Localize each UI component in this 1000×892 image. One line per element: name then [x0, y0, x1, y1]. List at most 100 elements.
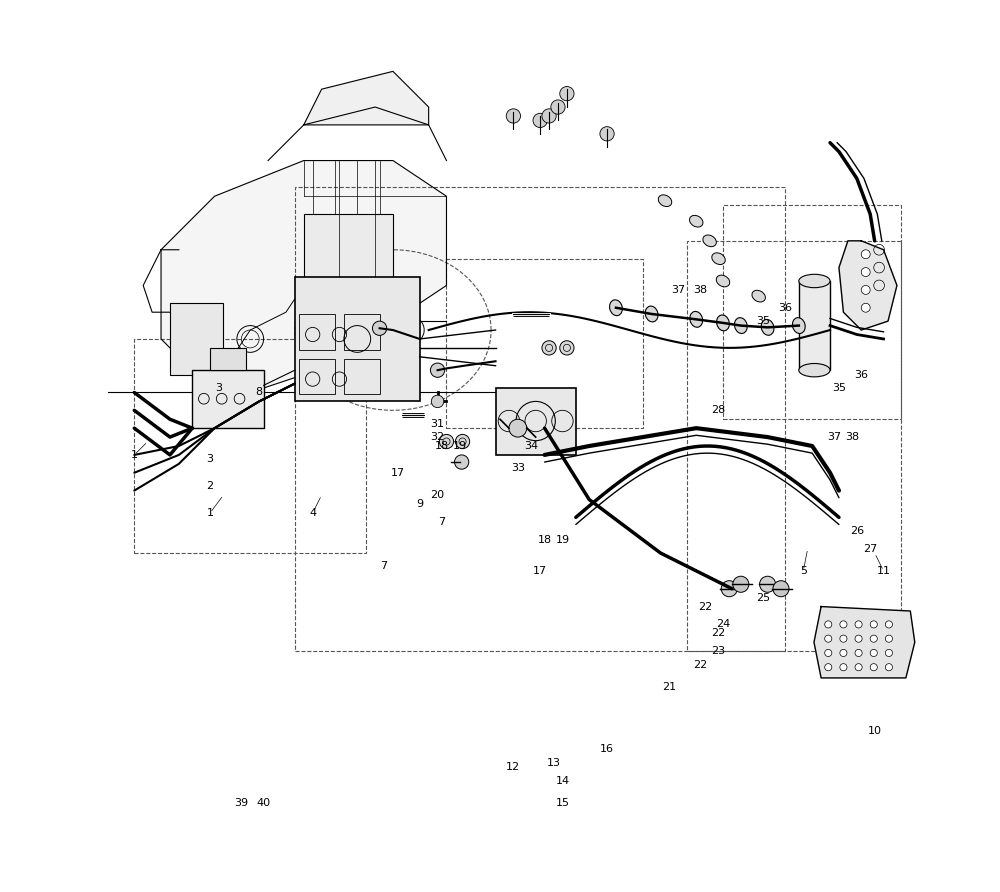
Ellipse shape: [761, 319, 774, 335]
Polygon shape: [304, 71, 429, 125]
Text: 18: 18: [538, 534, 552, 545]
Bar: [799, 281, 830, 370]
Circle shape: [885, 621, 892, 628]
Text: 26: 26: [850, 525, 864, 536]
Ellipse shape: [712, 252, 725, 265]
Text: 33: 33: [511, 463, 525, 474]
Circle shape: [825, 635, 832, 642]
Text: 21: 21: [662, 681, 677, 692]
Text: 5: 5: [800, 566, 807, 576]
Circle shape: [861, 268, 870, 277]
Text: 31: 31: [431, 418, 445, 429]
Circle shape: [506, 109, 521, 123]
Text: 19: 19: [555, 534, 570, 545]
Circle shape: [861, 250, 870, 259]
Circle shape: [855, 621, 862, 628]
Bar: [723, 205, 901, 419]
Circle shape: [855, 649, 862, 657]
Circle shape: [542, 341, 556, 355]
Text: 12: 12: [506, 762, 520, 772]
Circle shape: [840, 621, 847, 628]
Bar: [687, 241, 901, 651]
Circle shape: [431, 395, 444, 408]
Circle shape: [840, 649, 847, 657]
Ellipse shape: [752, 290, 765, 302]
Circle shape: [372, 321, 387, 335]
Text: 22: 22: [711, 628, 726, 639]
Text: 11: 11: [877, 566, 891, 576]
Text: 10: 10: [868, 726, 882, 737]
Text: 3: 3: [207, 454, 214, 465]
Text: 23: 23: [711, 646, 726, 657]
Text: 7: 7: [380, 561, 388, 572]
Text: 20: 20: [430, 490, 445, 500]
Circle shape: [721, 581, 737, 597]
Text: 28: 28: [711, 405, 726, 416]
Bar: [170, 303, 223, 375]
Circle shape: [825, 621, 832, 628]
Text: 1: 1: [131, 450, 138, 460]
Text: 34: 34: [524, 441, 538, 451]
Text: 36: 36: [778, 302, 792, 313]
Circle shape: [773, 581, 789, 597]
Text: 27: 27: [863, 543, 877, 554]
Circle shape: [733, 576, 749, 592]
Circle shape: [840, 664, 847, 671]
Text: 15: 15: [555, 797, 569, 808]
Circle shape: [840, 635, 847, 642]
Circle shape: [760, 576, 776, 592]
Text: 35: 35: [832, 383, 846, 393]
Text: 22: 22: [694, 659, 708, 670]
Text: 9: 9: [416, 499, 423, 509]
Text: 1: 1: [207, 508, 214, 518]
Polygon shape: [839, 241, 897, 330]
Ellipse shape: [734, 318, 747, 334]
Ellipse shape: [703, 235, 716, 247]
Ellipse shape: [716, 275, 730, 287]
Text: 13: 13: [547, 757, 561, 768]
Text: 37: 37: [671, 285, 685, 295]
Bar: [134, 339, 366, 553]
Polygon shape: [814, 607, 915, 678]
Circle shape: [560, 341, 574, 355]
Circle shape: [870, 621, 877, 628]
Text: 8: 8: [256, 387, 263, 398]
Text: 2: 2: [207, 481, 214, 491]
Ellipse shape: [610, 300, 622, 316]
Bar: [192, 370, 264, 428]
Text: 17: 17: [533, 566, 547, 576]
Circle shape: [509, 419, 527, 437]
Text: 18: 18: [435, 441, 449, 451]
Text: 7: 7: [438, 516, 446, 527]
Text: 22: 22: [698, 601, 712, 612]
Circle shape: [430, 363, 445, 377]
Bar: [344, 314, 380, 350]
Bar: [446, 259, 643, 428]
Circle shape: [861, 285, 870, 294]
Bar: [304, 214, 393, 285]
Text: 14: 14: [555, 775, 570, 786]
Text: 38: 38: [845, 432, 859, 442]
Ellipse shape: [658, 194, 672, 207]
Ellipse shape: [799, 274, 830, 287]
Bar: [299, 314, 335, 350]
Text: 38: 38: [694, 285, 708, 295]
Text: 4: 4: [309, 508, 316, 518]
Circle shape: [855, 635, 862, 642]
Text: 40: 40: [257, 797, 271, 808]
Text: 37: 37: [827, 432, 842, 442]
Ellipse shape: [645, 306, 658, 322]
Bar: [295, 187, 785, 651]
Text: 17: 17: [390, 467, 404, 478]
Circle shape: [600, 127, 614, 141]
Text: 3: 3: [216, 383, 223, 393]
Ellipse shape: [799, 364, 830, 377]
Text: 24: 24: [716, 619, 730, 630]
Circle shape: [560, 87, 574, 101]
Text: 35: 35: [756, 316, 770, 326]
Bar: [295, 277, 420, 401]
Bar: [210, 348, 246, 370]
Ellipse shape: [690, 311, 703, 327]
Text: 36: 36: [854, 369, 868, 380]
Circle shape: [439, 434, 454, 449]
